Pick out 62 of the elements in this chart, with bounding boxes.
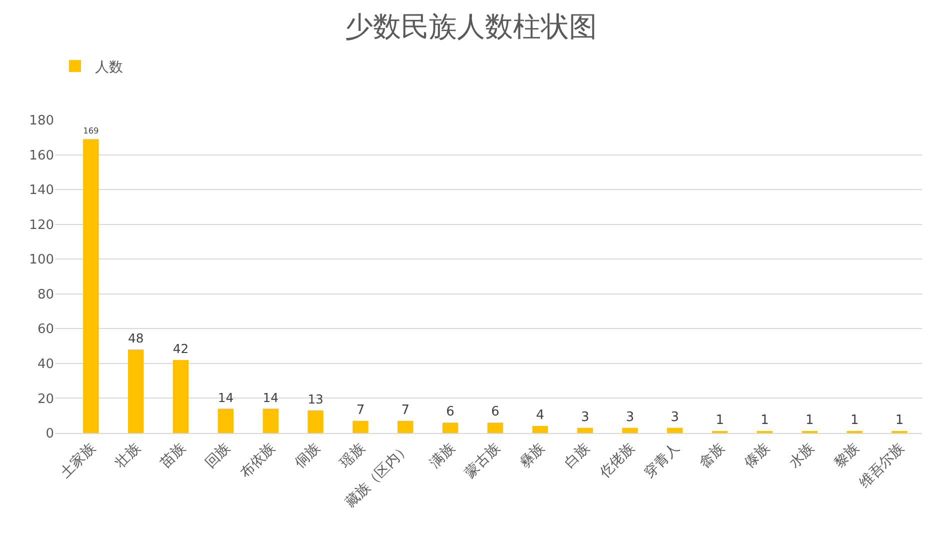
x-tick-label: 仡佬族 (596, 440, 638, 482)
data-label: 1 (760, 413, 769, 428)
bar (218, 408, 234, 433)
data-label: 6 (491, 404, 500, 420)
y-tick-label: 0 (46, 426, 54, 442)
y-tick-label: 80 (37, 287, 54, 302)
x-tick-label: 瑶族 (337, 440, 368, 472)
x-tick-label: 回族 (202, 440, 234, 472)
bar (442, 422, 458, 433)
bar (128, 350, 144, 433)
bar (667, 428, 683, 433)
data-label: 1 (895, 413, 904, 428)
data-label: 1 (850, 413, 859, 428)
data-label: 42 (172, 342, 189, 356)
x-tick-label: 傣族 (741, 440, 773, 472)
x-tick-label: 彝族 (516, 440, 548, 472)
bar (308, 410, 324, 433)
x-tick-label: 穿青人 (642, 440, 683, 482)
bar (352, 420, 368, 433)
x-tick-label: 黎族 (831, 440, 862, 472)
x-tick-label: 畲族 (696, 440, 728, 472)
bar (532, 426, 548, 433)
bar (487, 422, 504, 433)
x-tick-label: 白族 (562, 440, 593, 472)
data-label: 1 (806, 413, 814, 428)
bar (262, 408, 278, 433)
data-label: 3 (626, 410, 634, 425)
data-label: 3 (670, 410, 680, 425)
y-tick-label: 60 (37, 322, 54, 338)
x-tick-label: 满族 (426, 440, 458, 472)
chart-title: 少数民族人数柱状图 (345, 10, 597, 43)
bar (172, 360, 189, 433)
data-label: 6 (446, 404, 454, 420)
data-label: 1 (716, 413, 724, 428)
x-tick-label: 蒙古族 (462, 440, 504, 482)
data-label: 14 (218, 390, 234, 405)
data-label: 13 (308, 392, 324, 407)
bar (398, 420, 414, 433)
bar (577, 428, 593, 433)
data-label: 14 (262, 390, 279, 405)
x-tick-label: 侗族 (292, 440, 324, 472)
y-tick-label: 160 (29, 148, 54, 164)
y-tick-label: 180 (29, 114, 54, 129)
x-tick-label: 水族 (786, 440, 818, 472)
y-tick-label: 20 (37, 392, 54, 407)
x-tick-label: 土家族 (58, 440, 99, 482)
bar (622, 428, 638, 433)
data-label: 7 (356, 402, 365, 418)
data-label: 3 (580, 410, 590, 425)
y-tick-label: 100 (29, 252, 54, 268)
x-tick-label: 壮族 (112, 440, 144, 472)
x-tick-label: 苗族 (157, 440, 189, 472)
data-label: 169 (83, 126, 99, 136)
y-tick-label: 40 (37, 356, 54, 372)
y-tick-label: 140 (29, 183, 54, 198)
y-tick-label: 120 (29, 218, 54, 233)
data-label: 48 (128, 332, 144, 346)
bar (83, 139, 99, 433)
data-label: 4 (536, 408, 544, 424)
x-tick-label: 布依族 (237, 440, 278, 482)
data-label: 7 (401, 402, 410, 418)
legend-label: 人数 (95, 60, 123, 76)
